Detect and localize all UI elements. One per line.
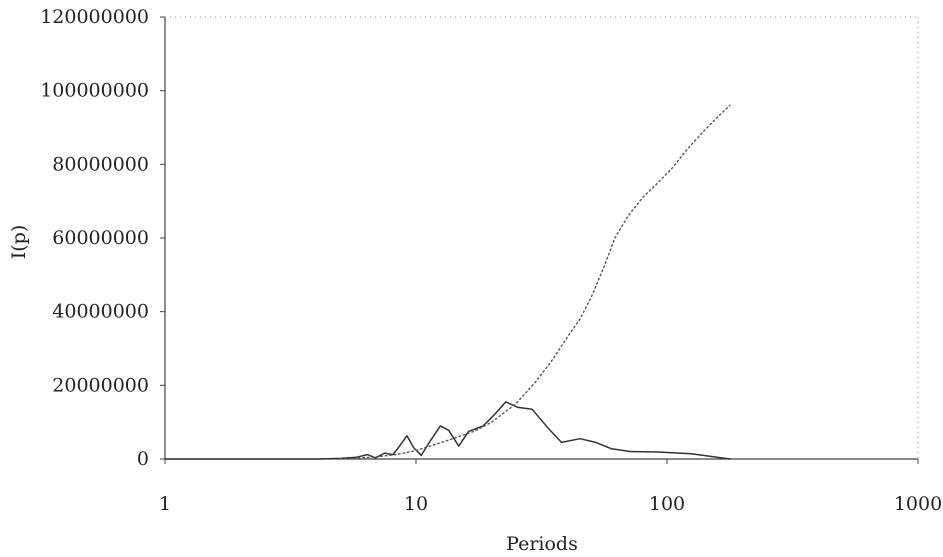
y-tick-label: 60000000: [52, 227, 149, 249]
tick-marks: [160, 16, 919, 464]
y-tick-label: 120000000: [40, 6, 149, 28]
y-tick-label: 40000000: [52, 301, 149, 323]
x-tick-label: 1000: [894, 493, 942, 515]
series-line-solid: [164, 401, 731, 460]
x-tick-labels: 1 10 100 1000: [159, 493, 942, 515]
x-tick-label: 1: [159, 493, 171, 515]
y-tick-label: 80000000: [52, 153, 149, 175]
y-tick-label: 100000000: [40, 80, 149, 102]
plot-frame: [164, 16, 919, 460]
x-tick-label: 10: [404, 493, 428, 515]
y-tick-labels: 0 20000000 40000000 60000000 80000000 1000000…: [40, 6, 149, 470]
x-axis-title: Periods: [506, 533, 578, 555]
y-tick-label: 0: [137, 448, 149, 470]
series-group: [164, 104, 731, 460]
y-axis-title: I(p): [8, 225, 30, 260]
y-tick-label: 20000000: [52, 374, 149, 396]
x-tick-label: 100: [649, 493, 685, 515]
series-line-dotted: [339, 104, 731, 460]
